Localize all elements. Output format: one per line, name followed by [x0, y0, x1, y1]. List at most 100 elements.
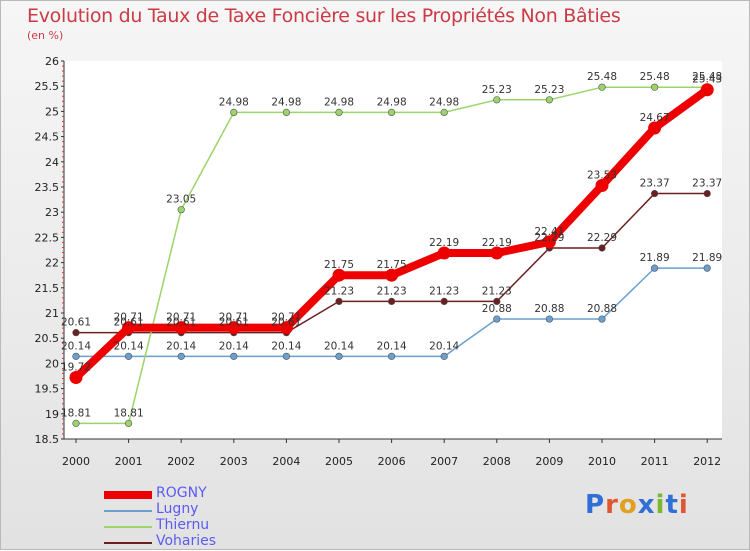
- data-point-lugny: [440, 352, 448, 360]
- y-tick-label: 24.5: [35, 131, 60, 144]
- x-tick-label: 2005: [325, 455, 353, 468]
- data-label-rogny: 24.67: [640, 112, 670, 124]
- data-label-lugny: 20.14: [377, 340, 407, 352]
- x-tick-label: 2004: [272, 455, 300, 468]
- data-point-lugny: [598, 315, 606, 323]
- data-point-rogny: [174, 321, 188, 335]
- chart-title: Evolution du Taux de Taxe Foncière sur l…: [27, 5, 621, 27]
- y-tick-label: 20: [45, 357, 59, 370]
- data-point-rogny: [385, 268, 399, 282]
- logo-letter: x: [637, 490, 656, 520]
- legend-swatch: [104, 491, 152, 499]
- y-tick-label: 20.5: [35, 332, 60, 345]
- proxiti-logo: Proxiti: [585, 490, 689, 520]
- y-tick-label: 21.5: [35, 282, 60, 295]
- data-label-lugny: 20.14: [61, 340, 91, 352]
- data-point-thiernu: [598, 83, 606, 91]
- x-tick-label: 2001: [115, 455, 143, 468]
- data-label-voharies: 23.37: [692, 178, 722, 190]
- data-point-rogny: [437, 246, 451, 260]
- data-label-voharies: 22.29: [534, 232, 564, 244]
- data-label-thiernu: 24.98: [429, 96, 459, 108]
- data-label-rogny: 21.75: [324, 259, 354, 271]
- data-point-thiernu: [230, 108, 238, 117]
- data-label-rogny: 22.19: [429, 237, 459, 249]
- data-point-thiernu: [650, 83, 659, 91]
- data-label-thiernu: 24.98: [219, 96, 249, 108]
- data-point-rogny: [227, 321, 241, 335]
- x-tick-label: 2009: [535, 455, 563, 468]
- x-tick-label: 2011: [641, 455, 669, 468]
- data-point-thiernu: [177, 206, 185, 214]
- data-label-lugny: 20.88: [534, 303, 564, 315]
- data-label-thiernu: 18.81: [61, 407, 91, 419]
- data-label-voharies: 20.61: [219, 317, 249, 329]
- data-label-lugny: 20.14: [219, 340, 249, 352]
- x-tick-label: 2010: [588, 455, 616, 468]
- data-point-lugny: [230, 352, 238, 360]
- data-label-voharies: 20.61: [166, 317, 196, 329]
- data-label-voharies: 20.61: [114, 317, 144, 329]
- data-label-thiernu: 25.23: [534, 84, 564, 96]
- y-tick-label: 23.5: [35, 181, 60, 194]
- legend-label: Thiernu: [156, 517, 210, 533]
- data-label-lugny: 20.14: [324, 340, 354, 352]
- legend-label: ROGNY: [156, 485, 207, 501]
- y-tick-label: 25.5: [35, 80, 60, 93]
- data-point-voharies: [388, 297, 396, 306]
- data-label-rogny: 22.41: [534, 226, 564, 238]
- logo-letter: P: [585, 490, 606, 520]
- data-label-lugny: 20.14: [166, 340, 196, 352]
- data-point-voharies: [493, 297, 501, 306]
- y-tick-label: 22: [45, 257, 59, 270]
- data-point-thiernu: [72, 419, 80, 427]
- data-label-lugny: 21.89: [692, 252, 722, 264]
- data-point-thiernu: [124, 419, 133, 427]
- data-label-rogny: 20.71: [114, 312, 144, 324]
- data-label-lugny: 20.14: [114, 340, 144, 352]
- y-tick-label: 19.5: [35, 383, 60, 396]
- data-point-rogny: [122, 321, 136, 335]
- data-label-thiernu: 23.05: [166, 194, 196, 206]
- x-tick-label: 2012: [693, 455, 721, 468]
- data-point-rogny: [595, 178, 609, 192]
- logo-letter: i: [678, 490, 689, 520]
- data-point-rogny: [69, 371, 83, 385]
- data-point-thiernu: [493, 96, 501, 104]
- x-tick-label: 2006: [378, 455, 406, 468]
- data-point-voharies: [598, 244, 606, 252]
- data-label-rogny: 22.19: [482, 237, 512, 249]
- data-label-thiernu: 25.48: [587, 71, 617, 83]
- data-label-lugny: 20.88: [482, 303, 512, 315]
- data-point-voharies: [335, 297, 343, 306]
- data-label-rogny: 19.72: [61, 362, 91, 374]
- legend-swatch: [104, 526, 152, 528]
- data-point-lugny: [545, 315, 554, 323]
- data-point-lugny: [388, 352, 396, 360]
- data-point-thiernu: [388, 108, 396, 117]
- legend-swatch: [104, 542, 152, 544]
- data-label-voharies: 20.61: [61, 317, 91, 329]
- x-tick-label: 2007: [430, 455, 458, 468]
- data-label-voharies: 23.37: [640, 178, 670, 190]
- data-point-lugny: [124, 352, 133, 360]
- data-point-thiernu: [335, 108, 343, 117]
- data-point-lugny: [650, 264, 659, 272]
- y-tick-label: 21: [45, 307, 59, 320]
- data-point-voharies: [703, 189, 711, 198]
- data-point-lugny: [177, 352, 185, 360]
- data-label-thiernu: 18.81: [114, 407, 144, 419]
- legend-swatch: [104, 510, 152, 512]
- y-tick-label: 19: [45, 408, 59, 421]
- data-label-thiernu: 24.98: [324, 96, 354, 108]
- data-label-voharies: 22.29: [587, 232, 617, 244]
- y-tick-label: 22.5: [35, 231, 60, 244]
- logo-letter: o: [618, 490, 638, 520]
- x-tick-label: 2003: [220, 455, 248, 468]
- y-tick-label: 25: [45, 105, 59, 118]
- y-axis-unit-label: (en %): [27, 29, 64, 42]
- data-point-lugny: [493, 315, 501, 323]
- data-label-thiernu: 25.23: [482, 84, 512, 96]
